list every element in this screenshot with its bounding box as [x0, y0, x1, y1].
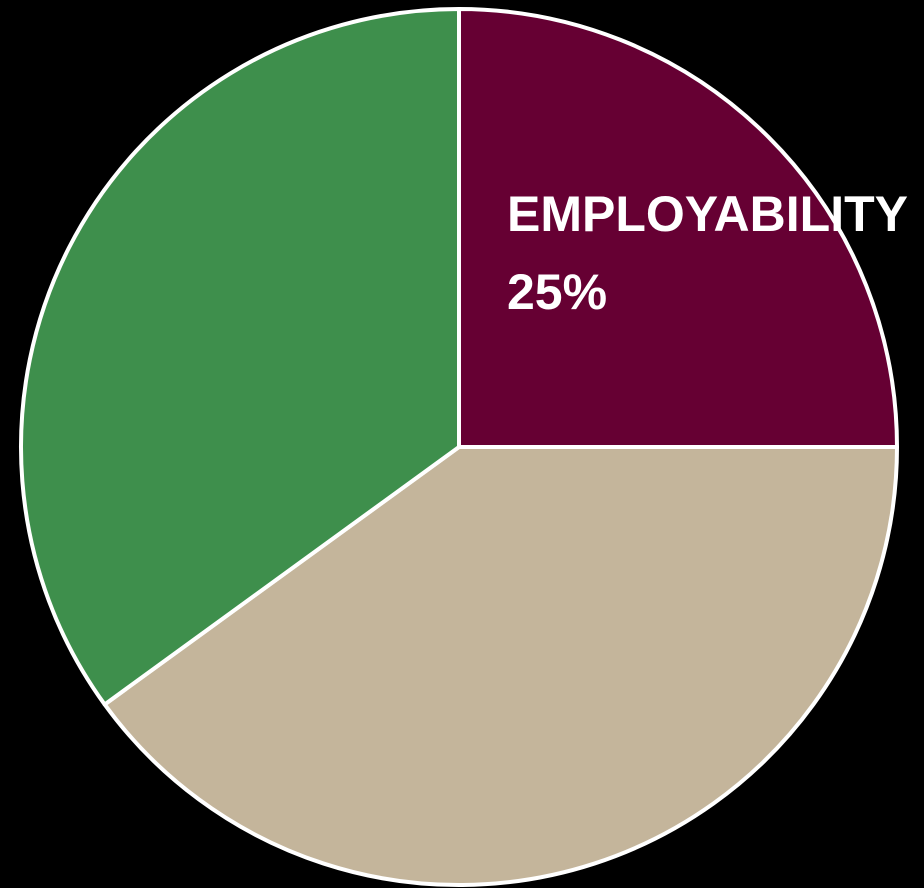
pie-slice-3: [19, 7, 461, 707]
slice-label-percent: 25%: [507, 264, 607, 320]
pie-slice-2: [102, 445, 899, 887]
slice-label-name: EMPLOYABILITY: [507, 186, 908, 242]
pie-labels: EMPLOYABILITY 25%: [507, 186, 908, 320]
pie-slices: [19, 7, 899, 887]
pie-slice-employability: [457, 7, 899, 449]
